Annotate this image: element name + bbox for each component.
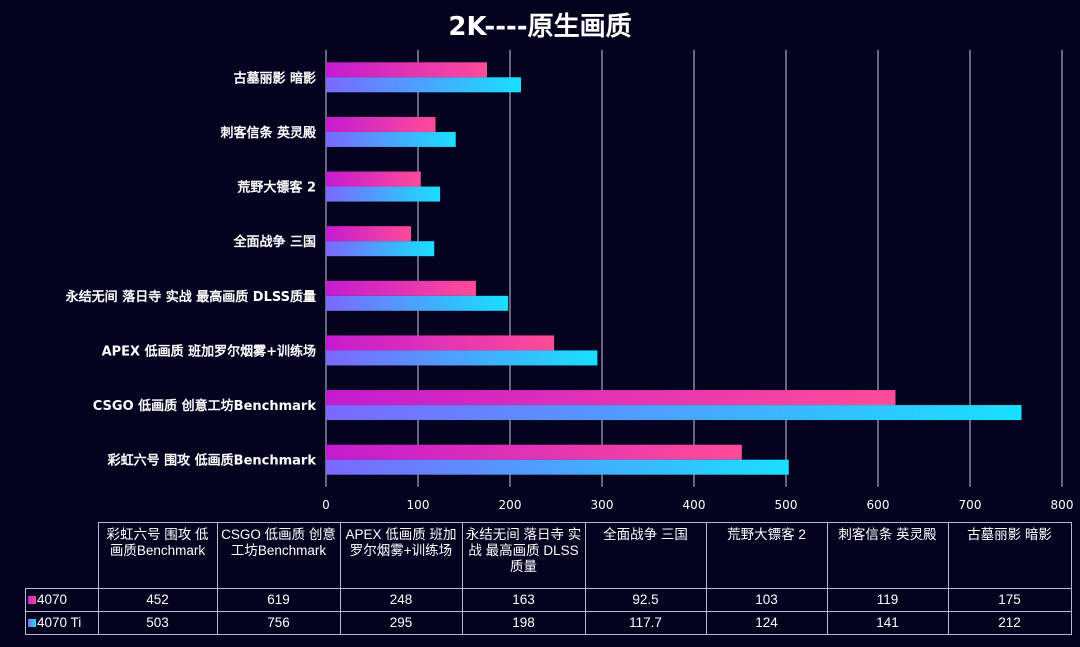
table-header-row: 彩虹六号 围攻 低画质Benchmark CSGO 低画质 创意工坊Benchma… (25, 522, 1072, 589)
bar-4070 (326, 444, 742, 460)
x-tick-label: 500 (775, 498, 798, 512)
bar-4070 (326, 335, 555, 351)
table-row: 4070 Ti 503 756 295 198 117.7 124 141 212 (25, 611, 1072, 635)
table-cell: 175 (947, 588, 1072, 612)
x-tick-label: 300 (591, 498, 614, 512)
x-tick-label: 800 (1051, 498, 1074, 512)
table-row: 4070 452 619 248 163 92.5 103 119 175 (25, 588, 1072, 612)
table-header-cell: 永结无间 落日寺 实战 最高画质 DLSS质量 (461, 522, 586, 589)
table-cell: 212 (947, 611, 1072, 635)
table-cell: 163 (461, 588, 586, 612)
table-cell: 124 (705, 611, 828, 635)
bar-4070 (326, 116, 436, 132)
data-table: 彩虹六号 围攻 低画质Benchmark CSGO 低画质 创意工坊Benchma… (25, 522, 1072, 635)
bar-4070-ti (326, 295, 509, 311)
y-category-label: 永结无间 落日寺 实战 最高画质 DLSS质量 (65, 289, 316, 305)
y-category-label: 古墓丽影 暗影 (233, 70, 316, 86)
x-tick-label: 200 (499, 498, 522, 512)
bar-4070-ti (326, 186, 441, 202)
x-tick-label: 700 (959, 498, 982, 512)
bar-4070-ti (326, 77, 522, 93)
table-header-cell: 全面战争 三国 (584, 522, 707, 589)
bar-4070-ti (326, 350, 598, 366)
table-cell: 756 (216, 611, 341, 635)
table-header-cell: 古墓丽影 暗影 (947, 522, 1072, 589)
bar-4070 (326, 171, 421, 187)
table-cell: 619 (216, 588, 341, 612)
table-cell: 92.5 (584, 588, 707, 612)
series-name: 4070 (37, 592, 68, 607)
x-tick-label: 100 (407, 498, 430, 512)
table-cell: 119 (826, 588, 949, 612)
table-header-cell: 彩虹六号 围攻 低画质Benchmark (97, 522, 218, 589)
x-tick-label: 600 (867, 498, 890, 512)
table-corner (25, 522, 99, 589)
series-name: 4070 Ti (37, 615, 82, 630)
table-cell: 117.7 (584, 611, 707, 635)
table-header-cell: CSGO 低画质 创意工坊Benchmark (216, 522, 341, 589)
y-category-label: 荒野大镖客 2 (236, 180, 316, 196)
bar-4070 (326, 226, 412, 242)
x-tick-label: 400 (683, 498, 706, 512)
legend-key-icon (28, 619, 36, 627)
bar-4070-ti (326, 131, 456, 147)
bar-4070 (326, 390, 896, 406)
chart-title: 2K----原生画质 (448, 12, 632, 42)
table-cell: 141 (826, 611, 949, 635)
table-cell: 503 (97, 611, 218, 635)
table-cell: 198 (461, 611, 586, 635)
bar-4070-ti (326, 459, 789, 475)
legend-key-icon (28, 596, 36, 604)
table-header-cell: 刺客信条 英灵殿 (826, 522, 949, 589)
table-cell: 103 (705, 588, 828, 612)
bar-chart: 0 100 200 300 400 500 600 700 800 彩虹六号 围攻 低画质Benc… (65, 50, 1074, 512)
bar-4070-ti (326, 241, 435, 257)
table-cell: 452 (97, 588, 218, 612)
table-header-cell: APEX 低画质 班加罗尔烟雾+训练场 (339, 522, 463, 589)
x-tick-label: 0 (322, 498, 330, 512)
y-category-label: 刺客信条 英灵殿 (220, 125, 317, 141)
y-category-label: CSGO 低画质 创意工坊Benchmark (93, 398, 317, 414)
bar-4070-ti (326, 405, 1022, 421)
y-category-label: 全面战争 三国 (232, 234, 316, 250)
series-label: 4070 Ti (25, 611, 99, 635)
y-category-label: APEX 低画质 班加罗尔烟雾+训练场 (102, 343, 316, 359)
table-cell: 248 (339, 588, 463, 612)
y-category-label: 彩虹六号 围攻 低画质Benchmark (107, 453, 317, 469)
series-label: 4070 (25, 588, 99, 612)
bar-4070 (326, 62, 487, 78)
table-header-cell: 荒野大镖客 2 (705, 522, 828, 589)
bar-4070 (326, 280, 476, 296)
table-cell: 295 (339, 611, 463, 635)
